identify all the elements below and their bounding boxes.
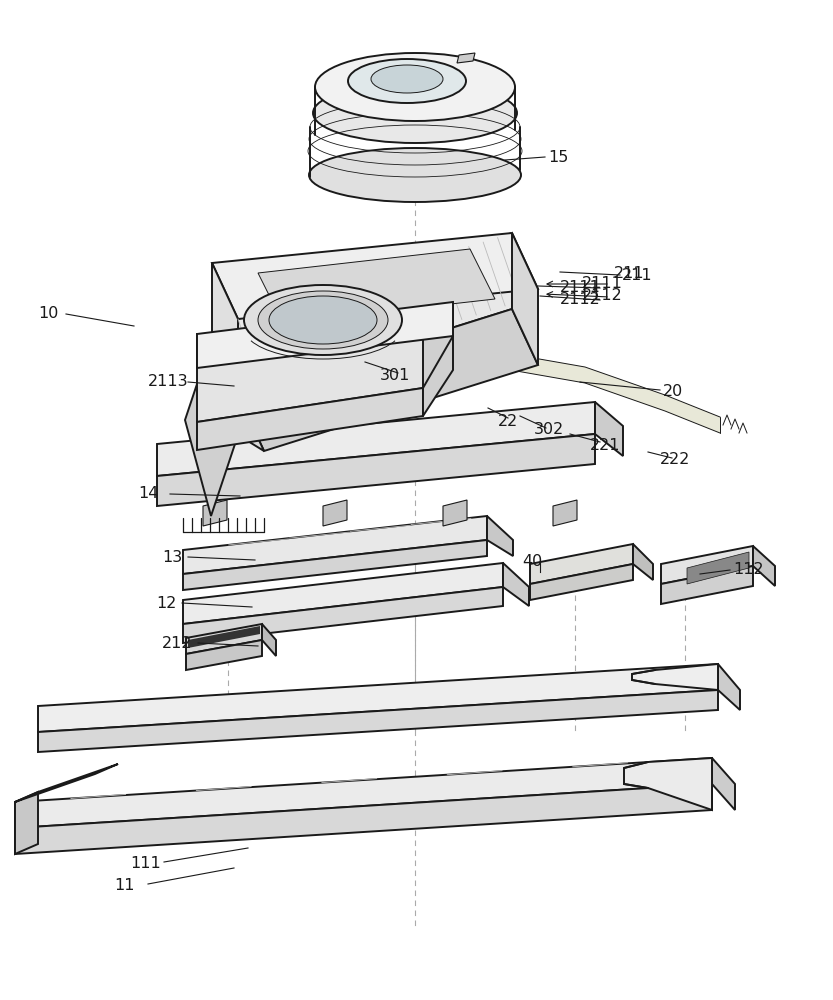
Polygon shape	[238, 233, 512, 395]
Polygon shape	[15, 764, 118, 802]
Polygon shape	[15, 792, 38, 854]
Text: 302: 302	[534, 422, 564, 438]
Ellipse shape	[269, 296, 377, 344]
Polygon shape	[197, 302, 453, 422]
Polygon shape	[633, 544, 653, 580]
Polygon shape	[687, 552, 749, 584]
Polygon shape	[503, 563, 529, 606]
Ellipse shape	[371, 65, 443, 93]
Text: 40: 40	[522, 554, 542, 570]
Polygon shape	[661, 566, 753, 604]
Text: 15: 15	[548, 149, 568, 164]
Text: 2113: 2113	[148, 374, 188, 389]
Polygon shape	[203, 500, 227, 526]
Polygon shape	[553, 500, 577, 526]
Polygon shape	[183, 587, 503, 643]
Polygon shape	[157, 434, 595, 506]
Polygon shape	[512, 233, 538, 365]
Text: 2112: 2112	[560, 292, 601, 306]
Polygon shape	[157, 402, 595, 476]
Polygon shape	[530, 544, 633, 584]
Polygon shape	[457, 53, 475, 63]
Polygon shape	[186, 624, 262, 654]
Polygon shape	[753, 546, 775, 586]
Polygon shape	[197, 388, 423, 450]
Polygon shape	[632, 664, 718, 690]
Polygon shape	[530, 564, 633, 600]
Polygon shape	[443, 500, 467, 526]
Polygon shape	[15, 758, 712, 828]
Text: 211: 211	[622, 268, 652, 284]
Text: 10: 10	[38, 306, 58, 322]
Polygon shape	[487, 516, 513, 556]
Polygon shape	[15, 784, 712, 854]
Polygon shape	[185, 339, 238, 516]
Text: 212: 212	[162, 636, 192, 650]
Polygon shape	[624, 758, 712, 810]
Ellipse shape	[244, 285, 402, 355]
Ellipse shape	[258, 291, 388, 349]
Polygon shape	[661, 546, 753, 584]
Polygon shape	[38, 690, 718, 752]
Polygon shape	[262, 624, 276, 656]
Text: 2111: 2111	[560, 279, 601, 294]
Polygon shape	[212, 339, 264, 451]
Polygon shape	[186, 640, 262, 670]
Text: 2112: 2112	[582, 288, 623, 304]
Polygon shape	[183, 540, 487, 590]
Polygon shape	[238, 309, 538, 451]
Polygon shape	[595, 402, 623, 456]
Polygon shape	[38, 664, 718, 732]
Text: 211: 211	[614, 266, 645, 282]
Polygon shape	[455, 353, 720, 433]
Polygon shape	[188, 626, 260, 648]
Ellipse shape	[309, 148, 521, 202]
Polygon shape	[718, 664, 740, 710]
Ellipse shape	[348, 59, 466, 103]
Text: 222: 222	[660, 452, 691, 468]
Polygon shape	[212, 263, 238, 395]
Polygon shape	[423, 336, 453, 416]
Text: 301: 301	[380, 368, 411, 383]
Polygon shape	[323, 500, 347, 526]
Text: 111: 111	[130, 856, 161, 871]
Text: 2111: 2111	[582, 276, 623, 292]
Polygon shape	[183, 563, 503, 624]
Polygon shape	[212, 233, 538, 319]
Text: 13: 13	[162, 550, 182, 564]
Text: 20: 20	[663, 383, 683, 398]
Text: 22: 22	[498, 414, 518, 428]
Text: 221: 221	[590, 438, 621, 452]
Ellipse shape	[313, 83, 517, 143]
Ellipse shape	[315, 53, 515, 121]
Text: 14: 14	[138, 487, 158, 502]
Polygon shape	[258, 249, 495, 323]
Text: 112: 112	[733, 562, 764, 578]
Polygon shape	[197, 302, 453, 368]
Polygon shape	[712, 758, 735, 810]
Text: 11: 11	[114, 879, 134, 894]
Polygon shape	[183, 516, 487, 574]
Text: 12: 12	[156, 595, 177, 610]
